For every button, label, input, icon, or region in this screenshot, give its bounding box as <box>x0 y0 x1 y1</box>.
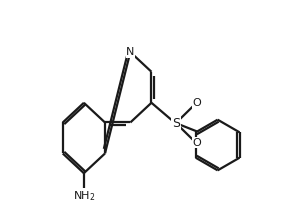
Text: O: O <box>192 98 201 108</box>
Text: NH$_2$: NH$_2$ <box>73 189 95 203</box>
Text: N: N <box>126 47 134 57</box>
Text: O: O <box>192 138 201 148</box>
Text: S: S <box>172 117 180 129</box>
